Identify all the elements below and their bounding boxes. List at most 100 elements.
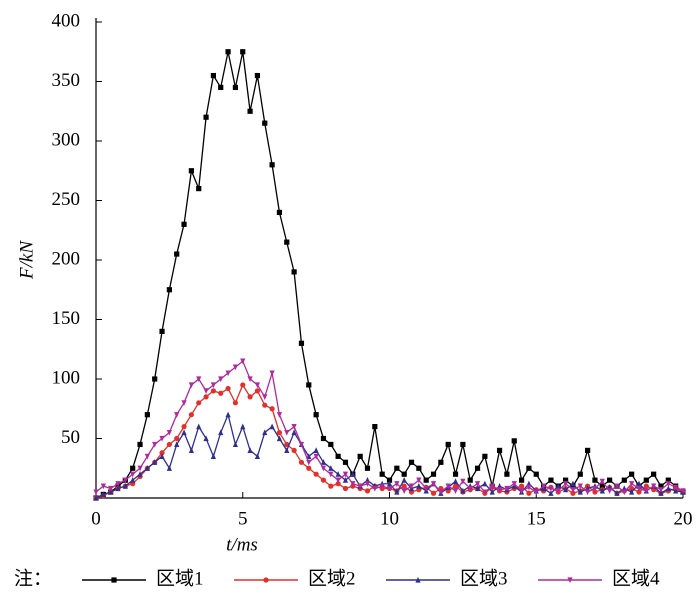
marker	[152, 441, 158, 448]
marker	[533, 489, 539, 496]
marker	[526, 465, 532, 471]
marker	[621, 489, 627, 496]
marker	[658, 490, 664, 496]
marker	[108, 485, 114, 492]
marker	[394, 465, 400, 471]
marker	[240, 49, 246, 55]
marker	[320, 435, 327, 442]
marker	[291, 424, 297, 430]
marker	[306, 459, 312, 466]
marker	[401, 483, 407, 489]
marker	[335, 481, 341, 487]
x-tick-label: 15	[527, 508, 546, 529]
marker	[240, 358, 246, 365]
marker	[225, 370, 231, 377]
marker	[452, 471, 459, 477]
marker	[254, 453, 261, 459]
marker	[152, 459, 158, 465]
marker	[232, 84, 239, 91]
marker	[665, 477, 671, 483]
marker	[144, 465, 150, 471]
marker	[592, 489, 598, 495]
marker	[174, 251, 180, 257]
marker	[665, 481, 671, 487]
marker	[335, 477, 341, 484]
marker	[269, 370, 275, 377]
marker	[137, 471, 143, 477]
marker	[548, 477, 554, 483]
legend-label: 区域4	[612, 567, 660, 589]
marker	[651, 483, 657, 490]
marker	[430, 490, 437, 496]
marker	[548, 490, 554, 496]
marker	[379, 471, 385, 477]
marker	[181, 424, 187, 430]
marker	[401, 488, 407, 494]
marker	[203, 388, 209, 395]
marker	[218, 84, 224, 91]
marker	[203, 114, 209, 120]
marker	[518, 483, 525, 489]
marker	[166, 465, 172, 471]
marker	[372, 424, 378, 430]
marker	[423, 485, 429, 492]
marker	[350, 471, 356, 477]
marker	[408, 459, 415, 465]
marker	[247, 394, 253, 400]
marker	[254, 388, 261, 394]
x-tick-label: 0	[91, 508, 101, 529]
y-tick-label: 300	[52, 129, 81, 150]
marker	[159, 450, 165, 456]
marker	[291, 447, 297, 453]
marker	[570, 480, 576, 487]
legend-note: 注：	[14, 567, 52, 589]
marker	[555, 482, 561, 489]
marker	[570, 487, 576, 493]
marker	[218, 376, 224, 383]
marker	[364, 481, 371, 487]
marker	[474, 465, 481, 471]
marker	[592, 477, 598, 483]
marker	[636, 489, 642, 495]
marker	[438, 489, 444, 496]
marker	[122, 482, 128, 489]
marker	[629, 488, 635, 495]
marker	[210, 388, 216, 394]
marker	[467, 477, 473, 483]
marker	[415, 576, 421, 583]
marker	[636, 485, 642, 492]
marker	[401, 471, 407, 477]
marker	[577, 483, 583, 490]
marker	[585, 447, 591, 453]
marker	[511, 438, 517, 444]
y-tick-label: 150	[52, 308, 81, 329]
marker	[651, 471, 657, 477]
marker	[108, 488, 114, 495]
marker	[328, 471, 334, 478]
marker	[526, 490, 532, 496]
marker	[526, 484, 532, 491]
marker	[599, 483, 605, 489]
marker	[496, 447, 503, 453]
marker	[379, 483, 385, 490]
marker	[188, 412, 194, 418]
marker	[203, 435, 209, 442]
marker	[174, 412, 180, 418]
marker	[111, 577, 117, 583]
marker	[489, 488, 495, 495]
y-tick-label: 50	[61, 427, 80, 448]
marker	[284, 447, 290, 453]
marker	[474, 481, 481, 487]
marker	[210, 72, 216, 79]
marker	[342, 459, 349, 465]
marker	[496, 487, 503, 493]
marker	[452, 488, 459, 494]
marker	[254, 72, 261, 79]
marker	[599, 487, 605, 494]
marker	[357, 453, 363, 459]
marker	[159, 453, 165, 459]
x-tick-label: 20	[674, 508, 693, 529]
marker	[643, 483, 649, 489]
marker	[218, 390, 224, 396]
marker	[680, 488, 686, 494]
